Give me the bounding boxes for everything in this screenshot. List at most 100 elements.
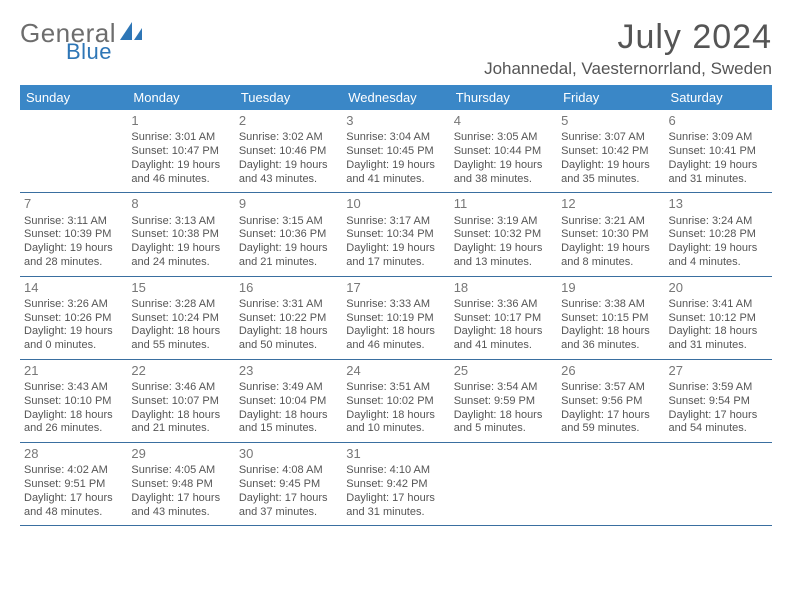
daylight-line: Daylight: 19 hours and 17 minutes. xyxy=(346,242,445,270)
day-number: 19 xyxy=(561,280,660,296)
day-number: 16 xyxy=(239,280,338,296)
sunset-line: Sunset: 10:28 PM xyxy=(669,228,768,242)
sunrise-line: Sunrise: 3:05 AM xyxy=(454,131,553,145)
sunset-line: Sunset: 10:36 PM xyxy=(239,228,338,242)
day-cell: 28Sunrise: 4:02 AMSunset: 9:51 PMDayligh… xyxy=(20,443,127,526)
daylight-line: Daylight: 18 hours and 41 minutes. xyxy=(454,325,553,353)
day-cell: 20Sunrise: 3:41 AMSunset: 10:12 PMDaylig… xyxy=(665,276,772,359)
day-number: 4 xyxy=(454,113,553,129)
day-number: 5 xyxy=(561,113,660,129)
weekday-header: Monday xyxy=(127,85,234,110)
sunrise-line: Sunrise: 3:31 AM xyxy=(239,298,338,312)
daylight-line: Daylight: 19 hours and 35 minutes. xyxy=(561,159,660,187)
sunset-line: Sunset: 9:59 PM xyxy=(454,395,553,409)
day-cell: 18 Sunrise: 3:36 AMSunset: 10:17 PMDaylig… xyxy=(450,276,557,359)
daylight-line: Daylight: 19 hours and 41 minutes. xyxy=(346,159,445,187)
sunrise-line: Sunrise: 3:09 AM xyxy=(669,131,768,145)
sunset-line: Sunset: 9:45 PM xyxy=(239,478,338,492)
day-number: 18 xyxy=(454,280,553,296)
sunrise-line: Sunrise: 3:57 AM xyxy=(561,381,660,395)
sunrise-line: Sunrise: 3:01 AM xyxy=(131,131,230,145)
calendar-row: 21Sunrise: 3:43 AMSunset: 10:10 PMDaylig… xyxy=(20,359,772,442)
sunrise-line: Sunrise: 3:36 AM xyxy=(454,298,553,312)
sunset-line: Sunset: 10:44 PM xyxy=(454,145,553,159)
day-cell: 19Sunrise: 3:38 AMSunset: 10:15 PMDaylig… xyxy=(557,276,664,359)
day-cell: 22Sunrise: 3:46 AMSunset: 10:07 PMDaylig… xyxy=(127,359,234,442)
day-number: 11 xyxy=(454,196,553,212)
day-number: 6 xyxy=(669,113,768,129)
daylight-line: Daylight: 19 hours and 38 minutes. xyxy=(454,159,553,187)
daylight-line: Daylight: 19 hours and 46 minutes. xyxy=(131,159,230,187)
day-number: 8 xyxy=(131,196,230,212)
daylight-line: Daylight: 19 hours and 31 minutes. xyxy=(669,159,768,187)
weekday-header: Sunday xyxy=(20,85,127,110)
sunrise-line: Sunrise: 4:05 AM xyxy=(131,464,230,478)
day-cell: 13Sunrise: 3:24 AMSunset: 10:28 PMDaylig… xyxy=(665,193,772,276)
weekday-header: Friday xyxy=(557,85,664,110)
sunrise-line: Sunrise: 3:28 AM xyxy=(131,298,230,312)
day-cell: 15Sunrise: 3:28 AMSunset: 10:24 PMDaylig… xyxy=(127,276,234,359)
daylight-line: Daylight: 17 hours and 54 minutes. xyxy=(669,409,768,437)
day-number: 15 xyxy=(131,280,230,296)
daylight-line: Daylight: 18 hours and 10 minutes. xyxy=(346,409,445,437)
day-cell: 25Sunrise: 3:54 AMSunset: 9:59 PMDayligh… xyxy=(450,359,557,442)
calendar-row: 7Sunrise: 3:11 AMSunset: 10:39 PMDayligh… xyxy=(20,193,772,276)
day-cell: 7Sunrise: 3:11 AMSunset: 10:39 PMDayligh… xyxy=(20,193,127,276)
location: Johannedal, Vaesternorrland, Sweden xyxy=(484,59,772,79)
sunset-line: Sunset: 10:07 PM xyxy=(131,395,230,409)
day-cell: 3Sunrise: 3:04 AMSunset: 10:45 PMDayligh… xyxy=(342,110,449,193)
empty-cell xyxy=(20,110,127,193)
sunset-line: Sunset: 10:38 PM xyxy=(131,228,230,242)
day-cell: 23Sunrise: 3:49 AMSunset: 10:04 PMDaylig… xyxy=(235,359,342,442)
day-number: 26 xyxy=(561,363,660,379)
sunset-line: Sunset: 9:56 PM xyxy=(561,395,660,409)
calendar-table: SundayMondayTuesdayWednesdayThursdayFrid… xyxy=(20,85,772,526)
daylight-line: Daylight: 17 hours and 43 minutes. xyxy=(131,492,230,520)
day-number: 13 xyxy=(669,196,768,212)
daylight-line: Daylight: 17 hours and 31 minutes. xyxy=(346,492,445,520)
sunset-line: Sunset: 10:04 PM xyxy=(239,395,338,409)
sunset-line: Sunset: 10:30 PM xyxy=(561,228,660,242)
sunrise-line: Sunrise: 3:33 AM xyxy=(346,298,445,312)
sunset-line: Sunset: 10:12 PM xyxy=(669,312,768,326)
daylight-line: Daylight: 18 hours and 50 minutes. xyxy=(239,325,338,353)
sunset-line: Sunset: 10:19 PM xyxy=(346,312,445,326)
empty-cell xyxy=(557,443,664,526)
daylight-line: Daylight: 18 hours and 15 minutes. xyxy=(239,409,338,437)
calendar-page: General Blue July 2024 Johannedal, Vaest… xyxy=(0,0,792,612)
sunrise-line: Sunrise: 3:49 AM xyxy=(239,381,338,395)
sunset-line: Sunset: 10:32 PM xyxy=(454,228,553,242)
calendar-row: 1Sunrise: 3:01 AMSunset: 10:47 PMDayligh… xyxy=(20,110,772,193)
day-cell: 8Sunrise: 3:13 AMSunset: 10:38 PMDayligh… xyxy=(127,193,234,276)
daylight-line: Daylight: 19 hours and 28 minutes. xyxy=(24,242,123,270)
sunset-line: Sunset: 10:02 PM xyxy=(346,395,445,409)
day-cell: 2Sunrise: 3:02 AMSunset: 10:46 PMDayligh… xyxy=(235,110,342,193)
calendar-body: 1Sunrise: 3:01 AMSunset: 10:47 PMDayligh… xyxy=(20,110,772,526)
sunset-line: Sunset: 10:24 PM xyxy=(131,312,230,326)
daylight-line: Daylight: 17 hours and 37 minutes. xyxy=(239,492,338,520)
sunset-line: Sunset: 10:17 PM xyxy=(454,312,553,326)
day-cell: 31Sunrise: 4:10 AMSunset: 9:42 PMDayligh… xyxy=(342,443,449,526)
daylight-line: Daylight: 18 hours and 5 minutes. xyxy=(454,409,553,437)
daylight-line: Daylight: 18 hours and 21 minutes. xyxy=(131,409,230,437)
sunrise-line: Sunrise: 4:10 AM xyxy=(346,464,445,478)
day-number: 21 xyxy=(24,363,123,379)
sunrise-line: Sunrise: 3:51 AM xyxy=(346,381,445,395)
weekday-header: Wednesday xyxy=(342,85,449,110)
daylight-line: Daylight: 19 hours and 24 minutes. xyxy=(131,242,230,270)
day-number: 29 xyxy=(131,446,230,462)
sunrise-line: Sunrise: 4:02 AM xyxy=(24,464,123,478)
sunset-line: Sunset: 10:45 PM xyxy=(346,145,445,159)
daylight-line: Daylight: 17 hours and 48 minutes. xyxy=(24,492,123,520)
daylight-line: Daylight: 18 hours and 46 minutes. xyxy=(346,325,445,353)
daylight-line: Daylight: 19 hours and 43 minutes. xyxy=(239,159,338,187)
day-cell: 30Sunrise: 4:08 AMSunset: 9:45 PMDayligh… xyxy=(235,443,342,526)
day-number: 24 xyxy=(346,363,445,379)
day-cell: 14Sunrise: 3:26 AMSunset: 10:26 PMDaylig… xyxy=(20,276,127,359)
brand-right: Blue xyxy=(66,39,112,65)
day-number: 7 xyxy=(24,196,123,212)
daylight-line: Daylight: 19 hours and 0 minutes. xyxy=(24,325,123,353)
day-cell: 10Sunrise: 3:17 AMSunset: 10:34 PMDaylig… xyxy=(342,193,449,276)
day-cell: 5Sunrise: 3:07 AMSunset: 10:42 PMDayligh… xyxy=(557,110,664,193)
sunrise-line: Sunrise: 4:08 AM xyxy=(239,464,338,478)
